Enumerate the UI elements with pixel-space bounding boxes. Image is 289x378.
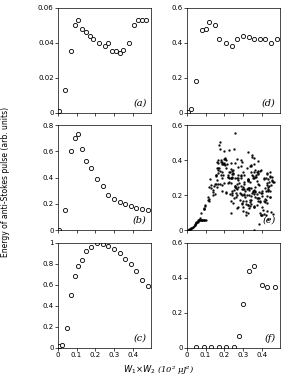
Text: (b): (b) <box>133 216 147 225</box>
Text: $W_1{\times}W_2$ (10² μJ²): $W_1{\times}W_2$ (10² μJ²) <box>123 363 194 376</box>
Text: (f): (f) <box>264 333 276 342</box>
Text: (d): (d) <box>262 98 276 107</box>
Text: Energy of anti-Stokes pulse (arb. units): Energy of anti-Stokes pulse (arb. units) <box>1 106 10 257</box>
Text: (c): (c) <box>134 333 147 342</box>
Text: (a): (a) <box>133 98 147 107</box>
Text: (e): (e) <box>262 216 276 225</box>
